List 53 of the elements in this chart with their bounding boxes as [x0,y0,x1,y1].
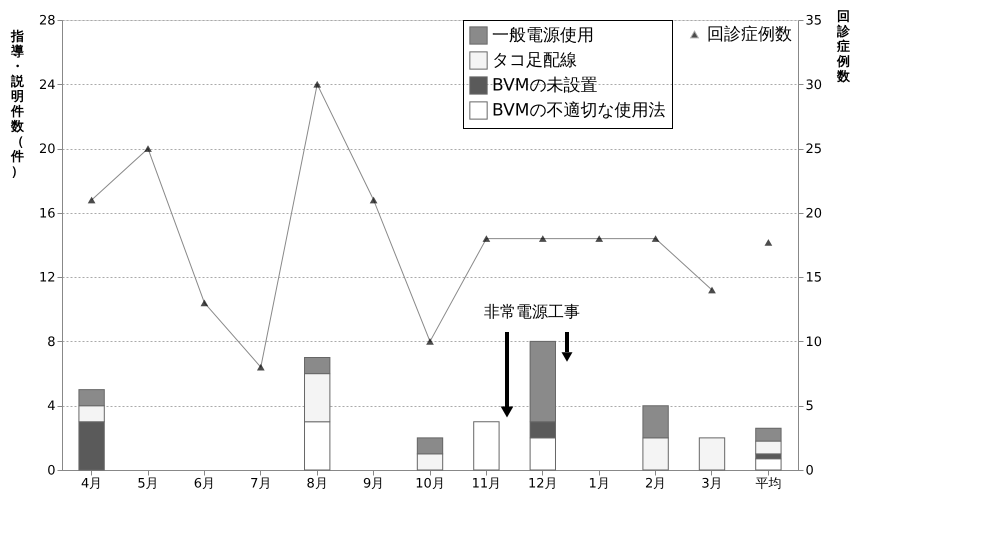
legend-label: BVMの不適切な使用法 [492,100,666,120]
point [256,364,265,370]
y-tick-label: 20 [38,142,56,158]
x-tick-label: 1月 [588,476,610,492]
y-tick-label: 0 [47,464,56,478]
bar [698,437,726,470]
legend-label: BVMの未設置 [492,76,598,96]
x-tick-label: 8月 [306,476,328,492]
y-tick-label: 24 [38,78,56,93]
x-tick-label: 9月 [362,476,384,492]
bar [473,421,500,470]
y2-tick-label: 0 [806,464,814,478]
y-tick-label: 16 [38,206,56,222]
x-tick-label: 7月 [250,476,272,492]
legend-label: タコ足配線 [492,50,577,70]
y2-tick-label: 30 [806,78,822,93]
y2-axis-title: 回診症例数 [836,10,851,84]
point [426,338,434,345]
x-tick-label: 2月 [644,476,666,492]
point [313,80,322,88]
point [652,235,660,242]
y2-tick-label: 35 [806,14,822,28]
x-tick-label: 4月 [80,476,102,492]
point [595,235,604,242]
y-tick-label: 12 [38,270,56,286]
text: 指導・説明件数（件） [11,30,24,180]
y-tick-label: 28 [38,14,56,28]
point [764,239,772,246]
x-tick-label: 平均 [755,476,782,492]
y2-tick-label: 5 [806,399,814,414]
x-tick-label: 12月 [528,476,558,492]
x-tick-label: 5月 [137,476,159,492]
point [370,196,378,204]
x-tick-label: 11月 [472,476,502,492]
x-tick-label: 10月 [415,476,445,492]
point [708,286,716,294]
y-tick-label: 8 [47,334,56,350]
point [482,235,490,242]
y2-tick-label: 10 [806,334,822,350]
point [200,300,208,306]
y2-tick-label: 20 [806,206,822,222]
y2-tick-label: 15 [806,270,822,286]
legend-label: 一般電源使用 [492,26,594,46]
bar [755,458,782,470]
point [88,196,96,204]
annotation: 非常電源工事 [484,302,580,321]
legend-label: 回診症例数 [707,24,792,44]
point [144,145,152,152]
y2-tick-label: 25 [806,142,822,158]
point [538,235,547,242]
x-tick-label: 6月 [194,476,216,492]
x-tick-label: 3月 [701,476,723,492]
y-tick-label: 4 [47,399,56,414]
